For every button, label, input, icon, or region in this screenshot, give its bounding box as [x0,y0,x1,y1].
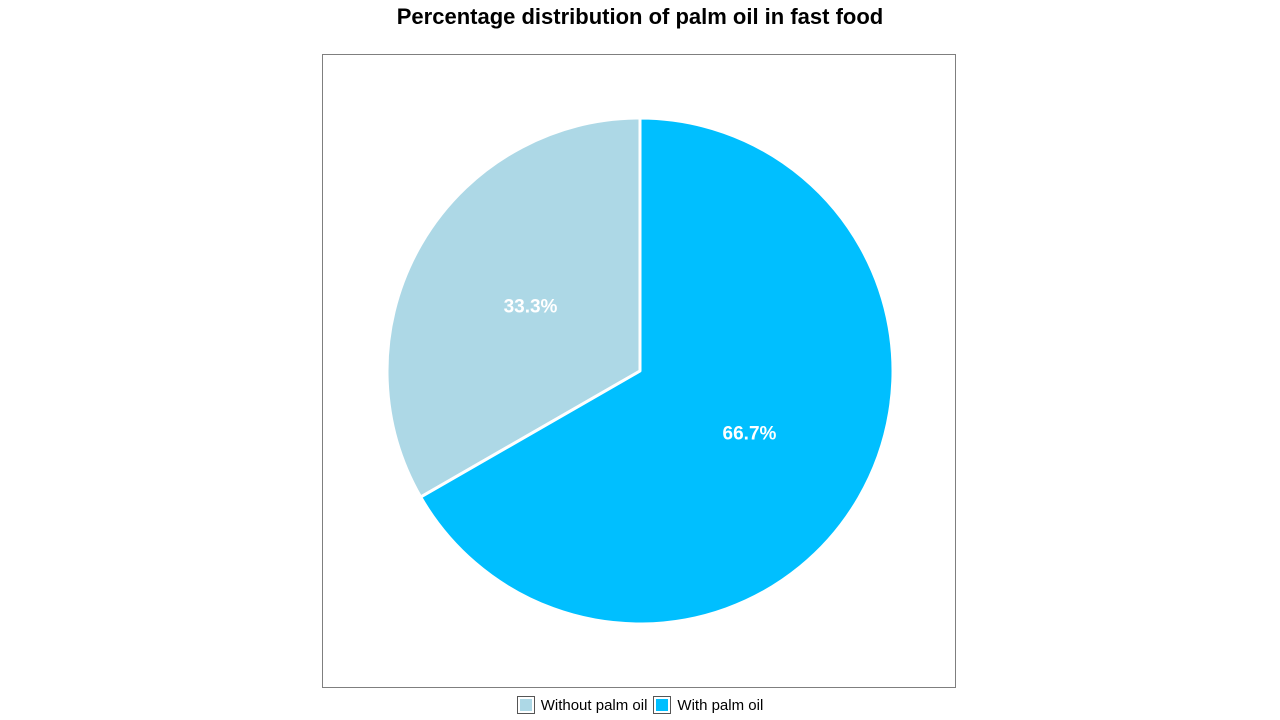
pie-slice-without-palm-oil [385,116,642,499]
slice-label-without-palm-oil: 33.3% [504,297,558,318]
legend-swatch-with-palm-oil [653,696,672,714]
legend-label-without-palm-oil: Without palm oil [540,696,648,714]
slice-label-with-palm-oil: 66.7% [723,423,777,444]
legend-item-with-palm-oil: With palm oil [653,696,763,714]
chart-title: Percentage distribution of palm oil in f… [396,4,884,29]
plot-frame [322,54,956,688]
pie-slices [385,116,895,626]
pie-slice-with-palm-oil [419,116,895,626]
pie-labels: 33.3% 66.7% [504,297,777,445]
legend-label-with-palm-oil: With palm oil [677,696,764,714]
legend-swatch-without-palm-oil [516,696,535,714]
legend-item-without-palm-oil: Without palm oil [516,696,648,714]
legend: Without palm oil With palm oil [0,696,1280,714]
pie-chart: 33.3% 66.7% [385,116,895,626]
